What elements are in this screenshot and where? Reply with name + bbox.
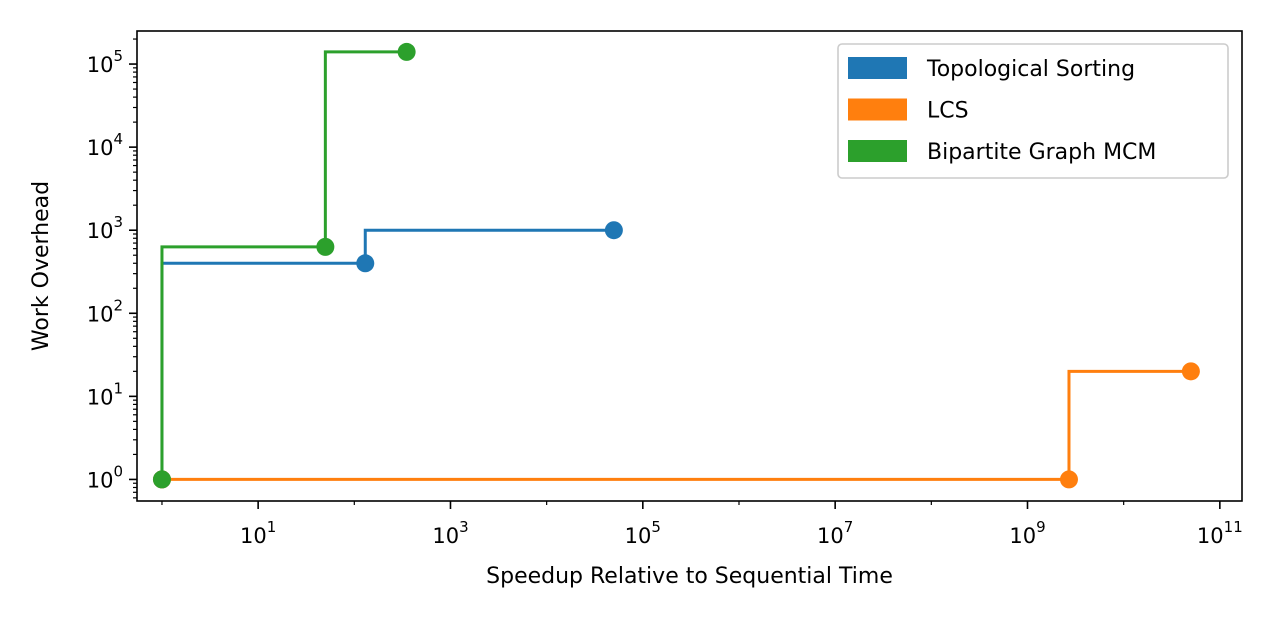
y-tick-base: 10 [87, 302, 114, 326]
x-axis-label: Speedup Relative to Sequential Time [486, 564, 893, 589]
y-axis-label: Work Overhead [29, 181, 54, 351]
series-line-0 [160, 228, 614, 480]
x-tick-label: 105 [625, 518, 661, 548]
data-point-2-2 [397, 42, 416, 61]
plot-frame [136, 30, 1243, 502]
series-2 [152, 42, 416, 489]
series-line-1 [161, 369, 1191, 481]
data-point-0-1 [356, 254, 375, 273]
x-tick-label: 109 [1009, 518, 1045, 548]
x-tick-exp: 1 [267, 518, 277, 536]
y-tick-exp: 4 [113, 130, 123, 148]
y-tick-exp: 0 [113, 462, 123, 480]
x-tick-base: 10 [1009, 524, 1036, 548]
series-1 [152, 362, 1200, 489]
legend-label-0: Topological Sorting [926, 57, 1135, 82]
legend-frame [837, 43, 1229, 179]
x-tick-exp: 5 [651, 518, 661, 536]
data-point-0-2 [604, 221, 623, 240]
y-tick-exp: 1 [113, 379, 123, 397]
x-ticks: 101 103 105 107 109 1011 [161, 501, 1243, 548]
x-tick-base: 10 [817, 524, 844, 548]
x-tick-exp: 7 [844, 518, 854, 536]
y-tick-label: 101 [87, 379, 123, 409]
legend-swatch-0 [848, 57, 907, 79]
x-tick-base: 10 [625, 524, 652, 548]
legend-swatch-1 [848, 98, 907, 121]
x-tick-exp: 11 [1224, 518, 1243, 536]
x-tick-base: 10 [1197, 524, 1224, 548]
y-tick-base: 10 [87, 385, 114, 409]
series-layer [152, 42, 1200, 489]
x-tick-label: 107 [817, 518, 853, 548]
y-tick-exp: 5 [113, 47, 123, 65]
series-0 [152, 221, 623, 489]
y-tick-base: 10 [87, 53, 114, 77]
y-tick-label: 102 [87, 296, 123, 326]
y-tick-base: 10 [87, 219, 114, 243]
legend-label-1: LCS [927, 99, 969, 124]
legend-swatch-2 [848, 140, 907, 162]
y-tick-label: 104 [87, 130, 123, 160]
x-tick-exp: 3 [459, 518, 469, 536]
y-tick-label: 100 [87, 462, 123, 492]
x-tick-base: 10 [432, 524, 459, 548]
x-tick-base: 10 [240, 524, 267, 548]
x-tick-label: 101 [240, 518, 276, 548]
x-tick-label: 103 [432, 518, 468, 548]
y-tick-label: 103 [87, 213, 123, 243]
x-tick-label: 1011 [1197, 518, 1243, 548]
y-tick-exp: 2 [113, 296, 123, 314]
data-point-2-0 [152, 470, 171, 489]
y-tick-base: 10 [87, 136, 114, 160]
y-tick-exp: 3 [113, 213, 123, 231]
y-tick-base: 10 [87, 468, 114, 492]
data-point-1-1 [1059, 470, 1078, 489]
x-tick-exp: 9 [1036, 518, 1046, 536]
data-point-1-2 [1181, 362, 1200, 381]
legend: Topological Sorting LCS Bipartite Graph MC… [837, 43, 1229, 179]
legend-label-2: Bipartite Graph MCM [927, 140, 1156, 165]
data-point-2-1 [316, 237, 335, 256]
y-tick-label: 105 [87, 47, 123, 77]
axes-layer [136, 30, 1243, 502]
